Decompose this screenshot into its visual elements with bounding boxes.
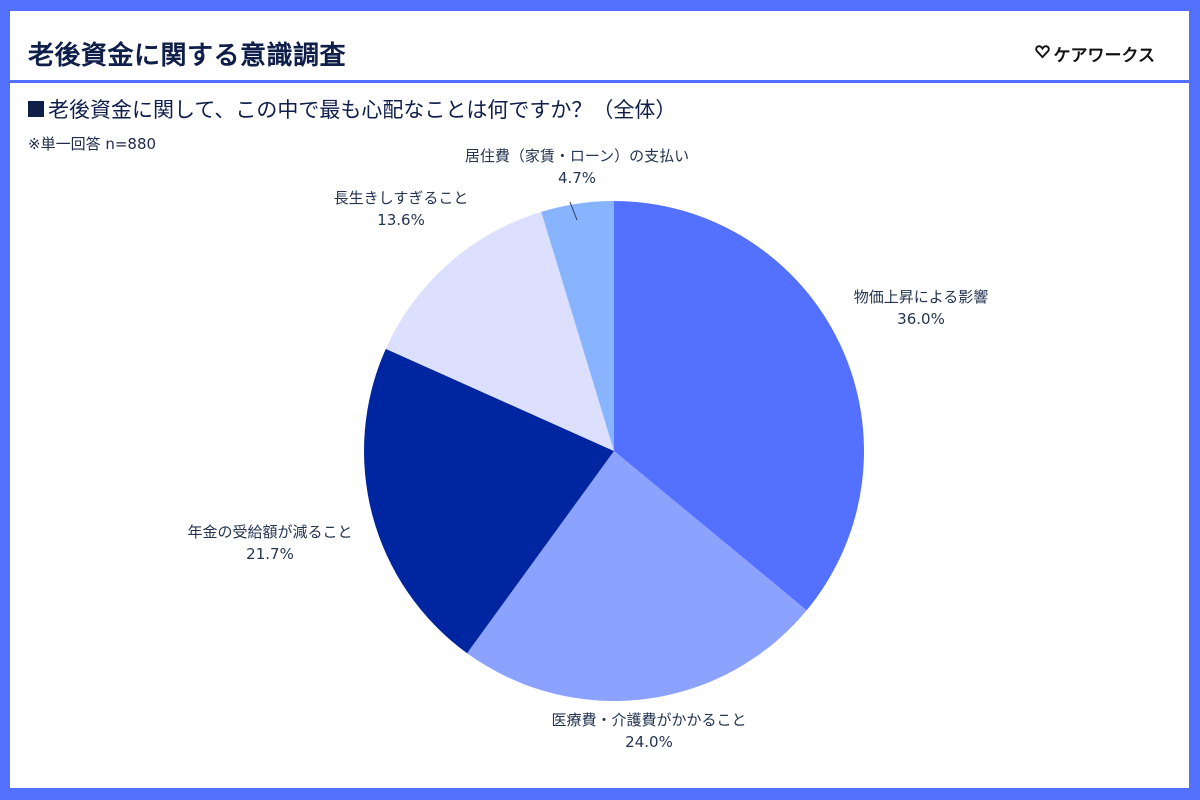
leader-line xyxy=(569,201,578,221)
slice-label-value: 36.0% xyxy=(897,310,945,328)
survey-question: 老後資金に関して、この中で最も心配なことは何ですか？（全体） xyxy=(28,94,676,124)
heart-outline-icon xyxy=(1034,44,1050,64)
slice-housing xyxy=(541,201,614,451)
slice-longevity xyxy=(385,211,614,451)
slice-label-value: 13.6% xyxy=(377,211,425,229)
logo-text: ケアワークス xyxy=(1053,46,1156,66)
slice-label-name: 年金の受給額が減ること xyxy=(187,523,353,541)
slice-label-value: 4.7% xyxy=(557,169,597,187)
page-title: 老後資金に関する意識調査 xyxy=(28,41,347,71)
sample-note: ※単一回答 n=880 xyxy=(28,135,157,153)
square-bullet-icon xyxy=(28,101,44,117)
slice-price-rise xyxy=(614,201,864,611)
question-text: 老後資金に関して、この中で最も心配なことは何ですか？（全体） xyxy=(48,98,677,122)
slice-pension-decrease xyxy=(363,348,614,654)
slice-label-name: 物価上昇による影響 xyxy=(853,288,989,306)
slice-label-value: 24.0% xyxy=(625,733,673,751)
header: 老後資金に関する意識調査 ケアワークス xyxy=(10,11,1189,83)
slice-label-name: 居住費（家賃・ローン）の支払い xyxy=(464,147,690,165)
slice-label-price-rise: 物価上昇による影響 36.0% xyxy=(854,286,989,330)
slice-label-longevity: 長生きしすぎること 13.6% xyxy=(334,187,469,231)
slice-label-name: 医療費・介護費がかかること xyxy=(551,711,747,729)
slice-medical-care xyxy=(467,451,807,701)
slice-label-name: 長生きしすぎること xyxy=(333,189,469,207)
slice-label-pension-decrease: 年金の受給額が減ること 21.7% xyxy=(187,521,352,565)
slice-label-medical-care: 医療費・介護費がかかること 24.0% xyxy=(551,709,746,753)
slice-label-value: 21.7% xyxy=(246,545,294,563)
brand-logo: ケアワークス xyxy=(1034,41,1156,66)
slice-label-housing: 居住費（家賃・ローン）の支払い 4.7% xyxy=(465,145,689,189)
